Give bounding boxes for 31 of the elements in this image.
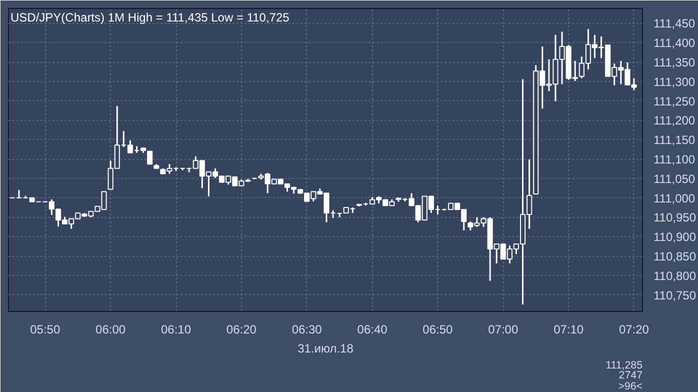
x-tick-label: 06:40 bbox=[357, 322, 388, 336]
chart-title: USD/JPY(Charts) 1M High = 111,435 Low = 110,725 bbox=[10, 10, 290, 24]
y-tick-label: 111,150 bbox=[654, 133, 696, 148]
y-tick-label: 111,200 bbox=[654, 114, 696, 128]
x-tick-label: 06:50 bbox=[422, 322, 454, 336]
x-tick-label: 05:50 bbox=[30, 322, 60, 336]
x-axis-title: 31.июл.18 bbox=[298, 342, 354, 356]
y-tick-label: 111,100 bbox=[654, 152, 696, 167]
y-tick-label: 111,250 bbox=[654, 94, 696, 108]
y-tick-label: 110,900 bbox=[654, 230, 696, 244]
x-tick-label: 07:00 bbox=[488, 322, 518, 336]
y-tick-label: 111,050 bbox=[654, 172, 696, 186]
y-tick-label: 110,750 bbox=[654, 288, 696, 302]
x-tick-label: 06:30 bbox=[292, 322, 322, 336]
x-tick-label: 07:20 bbox=[618, 322, 650, 336]
y-tick-label: 110,850 bbox=[654, 250, 696, 264]
text: >96< bbox=[618, 380, 643, 392]
y-tick-label: 111,450 bbox=[654, 16, 696, 31]
y-tick-label: 111,400 bbox=[654, 36, 696, 50]
y-tick-label: 111,350 bbox=[654, 56, 696, 70]
x-tick-label: 06:20 bbox=[226, 322, 257, 336]
x-tick-label: 07:10 bbox=[554, 322, 584, 336]
candlestick bbox=[147, 150, 153, 165]
x-tick-label: 06:00 bbox=[96, 322, 126, 336]
y-tick-label: 110,800 bbox=[654, 268, 696, 283]
y-tick-label: 110,950 bbox=[654, 210, 696, 225]
text: 111,285 bbox=[606, 360, 643, 372]
y-tick-label: 111,000 bbox=[654, 191, 696, 206]
x-tick-label: 06:10 bbox=[160, 322, 192, 336]
text: 2747 bbox=[618, 370, 643, 382]
y-tick-label: 111,300 bbox=[654, 74, 696, 89]
